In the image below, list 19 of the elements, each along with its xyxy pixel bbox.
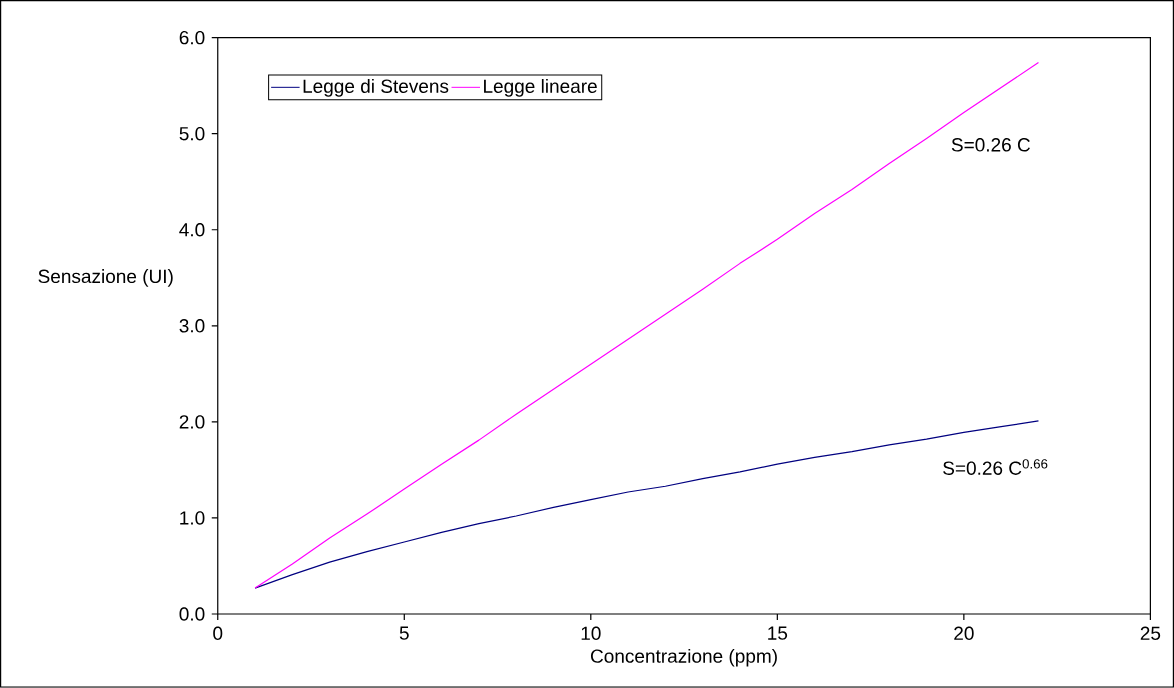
annotation: S=0.26 C xyxy=(951,138,1030,152)
y-tick-label: 5.0 xyxy=(179,127,205,141)
y-axis-title: Sensazione (UI) xyxy=(38,269,173,288)
x-tick-label: 15 xyxy=(768,626,788,640)
y-tick-label: 1.0 xyxy=(180,511,205,525)
y-tick-label: 4.0 xyxy=(179,223,205,237)
legend-label: Legge di Stevens xyxy=(303,79,449,97)
y-tick-label: 3.0 xyxy=(179,319,205,333)
y-tick-label: 2.0 xyxy=(179,415,205,429)
annotation: S=0.26 C$^{0.66}$ xyxy=(943,459,1048,476)
x-tick-label: 20 xyxy=(954,626,974,641)
legend-label: Legge lineare xyxy=(484,79,597,97)
x-tick-label: 25 xyxy=(1140,626,1161,641)
x-axis-title: Concentrazione (ppm) xyxy=(590,649,777,667)
x-tick-label: 5 xyxy=(399,626,409,640)
y-tick-label: 0.0 xyxy=(179,607,205,621)
y-tick-label: 6.0 xyxy=(179,31,205,45)
x-tick-label: 10 xyxy=(581,626,601,641)
x-tick-label: 0 xyxy=(213,626,223,641)
